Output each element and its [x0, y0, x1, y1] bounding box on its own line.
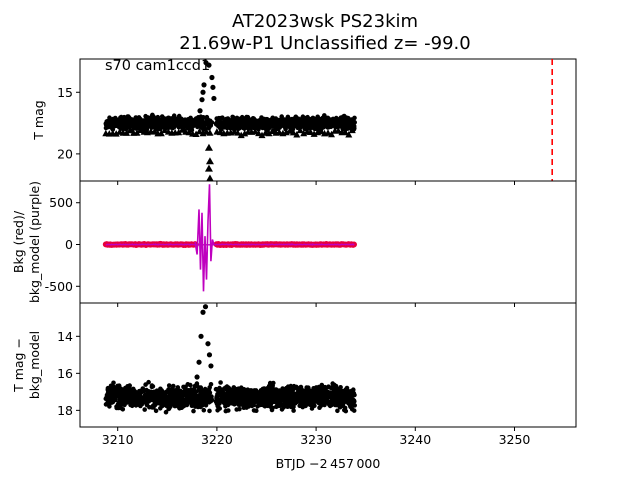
flare-limit-marker: [204, 143, 213, 151]
y-tick-label: 14: [57, 329, 73, 344]
flare-point: [211, 95, 217, 102]
panel-bot-plot-area: [103, 304, 357, 415]
y-tick-label: 0: [65, 237, 73, 252]
chart-title-line1: AT2023wsk PS23kim: [232, 11, 418, 32]
data-points: [103, 379, 357, 415]
y-axis-label: T mag −bkg_model: [11, 331, 42, 399]
x-axis-label: BTJD −2 457 000: [276, 456, 381, 471]
flare-point: [206, 352, 213, 358]
flare-point: [199, 97, 205, 103]
y-tick-label: 18: [57, 403, 73, 418]
flare-limit-marker: [205, 157, 214, 165]
y-axis-label: T mag: [31, 100, 46, 140]
flare-point: [194, 374, 200, 380]
flare-point: [200, 89, 206, 95]
flare-limit-marker: [204, 164, 213, 172]
data-points: [103, 112, 357, 134]
y-tick-label: 16: [57, 366, 73, 381]
flare-point: [208, 363, 214, 369]
panel-mid-plot-area: [102, 184, 357, 292]
y-tick-label: -500: [45, 279, 73, 294]
flare-point: [210, 84, 216, 90]
flare-point: [198, 333, 204, 339]
flare-point: [201, 82, 207, 88]
flare-point: [200, 309, 206, 315]
y-axis-label: Bkg (red)/bkg_model (purple): [11, 181, 42, 303]
panel-bottom-frame: [79, 302, 577, 428]
x-tick-label: 3240: [399, 432, 431, 447]
y-tick-label: 15: [57, 85, 73, 100]
annotation-label: s70 cam1ccd1: [105, 58, 210, 74]
x-tick-label: 3220: [201, 432, 233, 447]
flare-point: [197, 108, 203, 114]
flare-point: [192, 383, 198, 389]
bkg-model-line: [105, 243, 355, 246]
x-tick-label: 3250: [499, 432, 531, 447]
y-tick-label: 500: [49, 195, 73, 210]
panel-top-plot-area: [102, 59, 553, 181]
flare-limit-marker: [206, 174, 214, 181]
panel-bottom: 14 16 18 3210 3220 3230 3240 3250 T mag −bkg_mod…: [11, 302, 577, 447]
flare-point: [196, 359, 202, 365]
bkg-model-spike: [194, 184, 215, 292]
flare-point: [206, 62, 212, 68]
flare-point: [205, 341, 211, 347]
x-tick-label: 3230: [300, 432, 332, 447]
upper-limit-markers: [102, 126, 356, 139]
chart-title-line2: 21.69w-P1 Unclassified z= -99.0: [179, 33, 470, 54]
panel-top: s70 cam1ccd1 15 20 T mag: [31, 58, 577, 185]
flare-point: [209, 74, 215, 81]
y-tick-label: 20: [57, 146, 73, 161]
flare-point: [202, 304, 209, 310]
x-tick-label: 3210: [102, 432, 134, 447]
